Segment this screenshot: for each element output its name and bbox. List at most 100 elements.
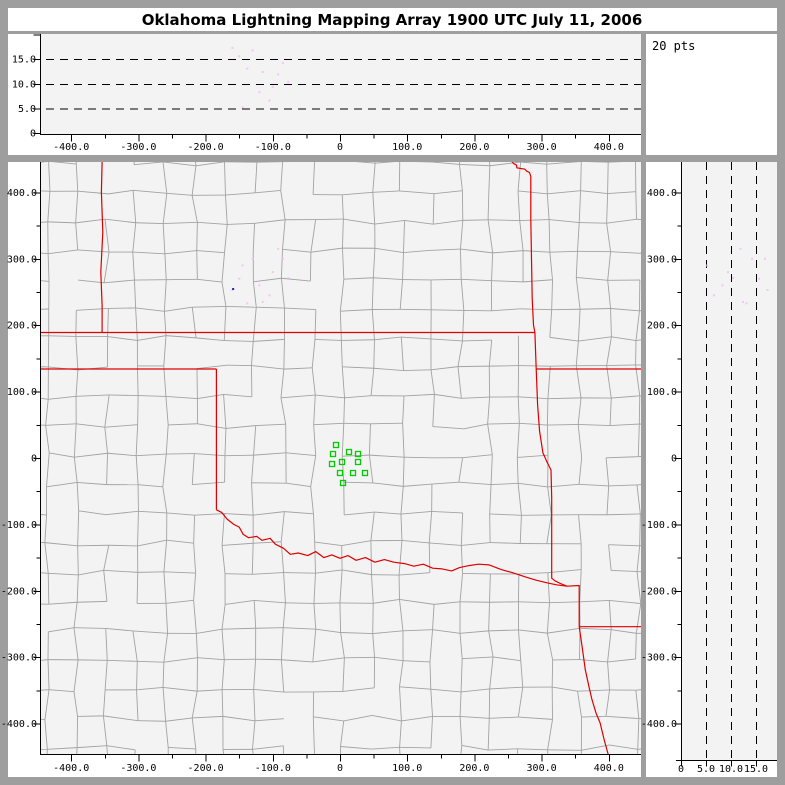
county-line bbox=[73, 691, 78, 717]
county-line bbox=[339, 279, 345, 312]
county-line bbox=[487, 194, 490, 220]
county-line bbox=[401, 336, 431, 340]
county-line bbox=[193, 573, 197, 601]
county-line bbox=[399, 190, 435, 195]
county-line bbox=[460, 512, 464, 546]
county-line bbox=[519, 515, 522, 544]
county-line bbox=[162, 162, 197, 167]
county-line bbox=[581, 744, 610, 751]
map-plot-area[interactable] bbox=[40, 162, 641, 754]
county-line bbox=[460, 545, 464, 574]
county-line bbox=[611, 336, 637, 342]
county-line bbox=[461, 396, 490, 399]
ew-tick-label: 200.0 bbox=[459, 142, 489, 153]
county-line bbox=[315, 218, 344, 221]
county-line bbox=[575, 365, 582, 398]
county-line bbox=[430, 688, 462, 693]
lma-source-square bbox=[349, 469, 357, 477]
ew-tick-label: 0 bbox=[337, 763, 343, 774]
county-line bbox=[460, 715, 490, 719]
county-line bbox=[44, 719, 48, 750]
county-line bbox=[222, 627, 256, 630]
noise-point bbox=[764, 257, 766, 260]
county-line bbox=[48, 335, 76, 337]
county-line bbox=[47, 221, 76, 224]
county-line bbox=[76, 747, 78, 754]
county-line bbox=[48, 162, 51, 192]
county-line bbox=[578, 424, 611, 426]
county-line bbox=[550, 365, 577, 367]
ns-tick-label: 100.0 bbox=[7, 387, 37, 398]
county-line bbox=[493, 656, 521, 662]
lma-source-square bbox=[338, 458, 346, 466]
ns-tick-label: 100.0 bbox=[647, 387, 677, 398]
county-line bbox=[77, 190, 109, 195]
county-line bbox=[166, 192, 193, 196]
county-line bbox=[635, 690, 640, 719]
noise-point bbox=[727, 271, 729, 274]
county-line bbox=[137, 539, 167, 547]
county-line bbox=[76, 394, 110, 397]
county-line bbox=[339, 602, 342, 633]
county-line bbox=[547, 486, 552, 515]
ew-tick-label: 300.0 bbox=[527, 142, 557, 153]
ns-tick-label: 400.0 bbox=[647, 188, 677, 199]
county-line bbox=[162, 662, 165, 688]
county-line bbox=[429, 542, 462, 546]
county-line bbox=[341, 540, 371, 546]
county-line bbox=[192, 481, 225, 486]
county-line bbox=[255, 658, 282, 661]
county-line bbox=[78, 569, 104, 576]
ew-tick-label: 0 bbox=[337, 142, 343, 153]
county-line bbox=[103, 715, 139, 722]
county-line bbox=[163, 657, 198, 663]
county-line bbox=[489, 513, 522, 516]
county-line bbox=[77, 544, 109, 547]
county-line bbox=[432, 629, 461, 634]
county-line bbox=[133, 189, 167, 194]
county-line bbox=[197, 393, 224, 400]
noise-point bbox=[766, 289, 769, 292]
county-line bbox=[165, 717, 193, 722]
county-line bbox=[516, 423, 520, 458]
county-line bbox=[136, 686, 164, 691]
county-line bbox=[197, 278, 223, 283]
county-line bbox=[489, 484, 492, 514]
county-line bbox=[163, 571, 196, 574]
county-line bbox=[78, 510, 106, 516]
county-line bbox=[163, 571, 167, 604]
county-line bbox=[368, 423, 371, 456]
county-line bbox=[488, 630, 494, 658]
altitude-ns-plot-area[interactable] bbox=[681, 162, 777, 760]
county-line bbox=[163, 311, 167, 336]
county-line bbox=[400, 486, 404, 515]
county-line bbox=[637, 423, 640, 457]
noise-point bbox=[268, 99, 271, 102]
county-line bbox=[488, 340, 493, 367]
county-line bbox=[457, 340, 463, 367]
county-line bbox=[40, 252, 49, 255]
county-line bbox=[340, 632, 345, 658]
county-line bbox=[194, 453, 225, 457]
noise-point bbox=[258, 91, 261, 94]
county-line bbox=[432, 426, 464, 430]
ew-tick-label: 100.0 bbox=[392, 763, 422, 774]
county-line bbox=[370, 368, 375, 396]
county-line bbox=[221, 545, 226, 574]
county-line bbox=[372, 248, 376, 278]
county-line bbox=[105, 627, 133, 632]
county-line bbox=[194, 513, 225, 516]
county-line bbox=[162, 162, 168, 194]
county-line bbox=[251, 482, 254, 516]
county-line bbox=[586, 162, 609, 163]
ns-tick-label: 0 bbox=[671, 454, 677, 465]
county-line bbox=[491, 308, 520, 312]
county-line bbox=[46, 481, 78, 488]
county-line bbox=[488, 629, 519, 632]
county-line bbox=[135, 307, 165, 312]
county-line bbox=[312, 162, 315, 195]
county-line bbox=[104, 279, 135, 284]
county-line bbox=[314, 309, 317, 340]
county-line bbox=[135, 424, 139, 456]
county-line bbox=[462, 310, 465, 341]
